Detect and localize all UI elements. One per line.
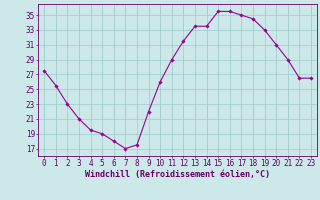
X-axis label: Windchill (Refroidissement éolien,°C): Windchill (Refroidissement éolien,°C) — [85, 170, 270, 179]
